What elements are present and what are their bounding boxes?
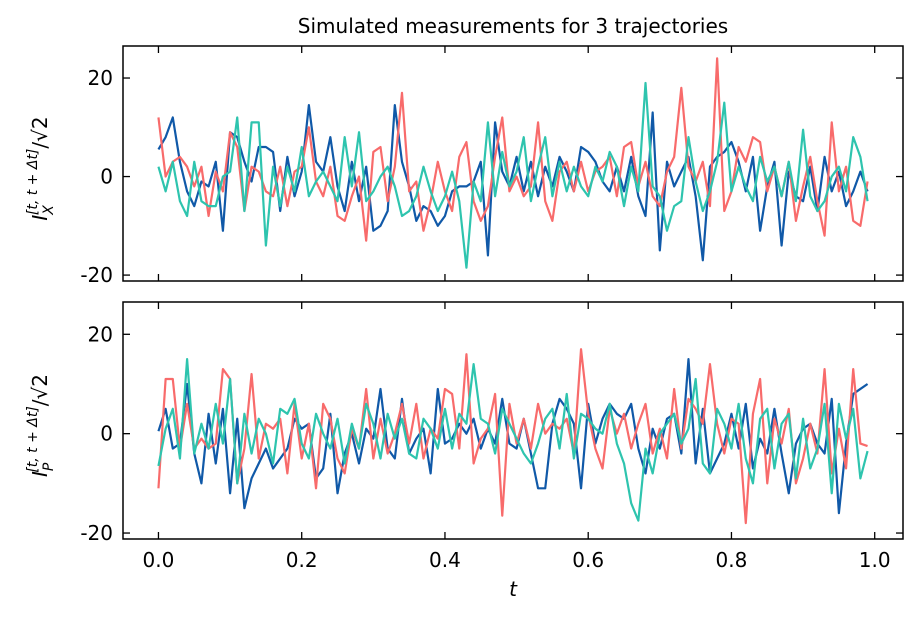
y-axis-label: IP[t, t + Δt]/√2 [25,374,57,477]
y-tick-label: -20 [80,263,113,287]
y-tick-label: 20 [88,66,113,90]
axes-frame [122,45,904,282]
chart-title: Simulated measurements for 3 trajectorie… [298,14,728,38]
y-label-symbol: I [28,215,52,221]
y-tick-label: 20 [88,322,113,346]
x-tick-label: 0.0 [143,548,175,572]
x-tick-label: 0.2 [286,548,318,572]
x-axis-label: t [509,577,518,601]
y-tick-label: 0 [100,422,113,446]
x-tick-label: 0.4 [429,548,461,572]
y-label-sup: [t, t + Δt] [25,406,41,473]
y-label-rest: /√2 [28,116,52,148]
series-line [157,358,869,515]
y-label-rest: /√2 [28,374,52,406]
y-axis-label: IX[t, t + Δt]/√2 [25,116,57,220]
x-tick-label: 0.6 [572,548,604,572]
y-label-symbol: I [28,471,52,477]
series-line [157,358,869,522]
y-label-sub: X [41,205,57,216]
axes-frame [122,301,904,540]
series-line [157,81,869,269]
y-label-sub: P [41,462,57,471]
x-tick-label: 1.0 [859,548,891,572]
y-tick-label: -20 [80,521,113,545]
y-label-sup: [t, t + Δt] [25,149,41,216]
series-line [157,348,868,525]
y-tick-label: 0 [100,165,113,189]
x-tick-label: 0.8 [716,548,748,572]
